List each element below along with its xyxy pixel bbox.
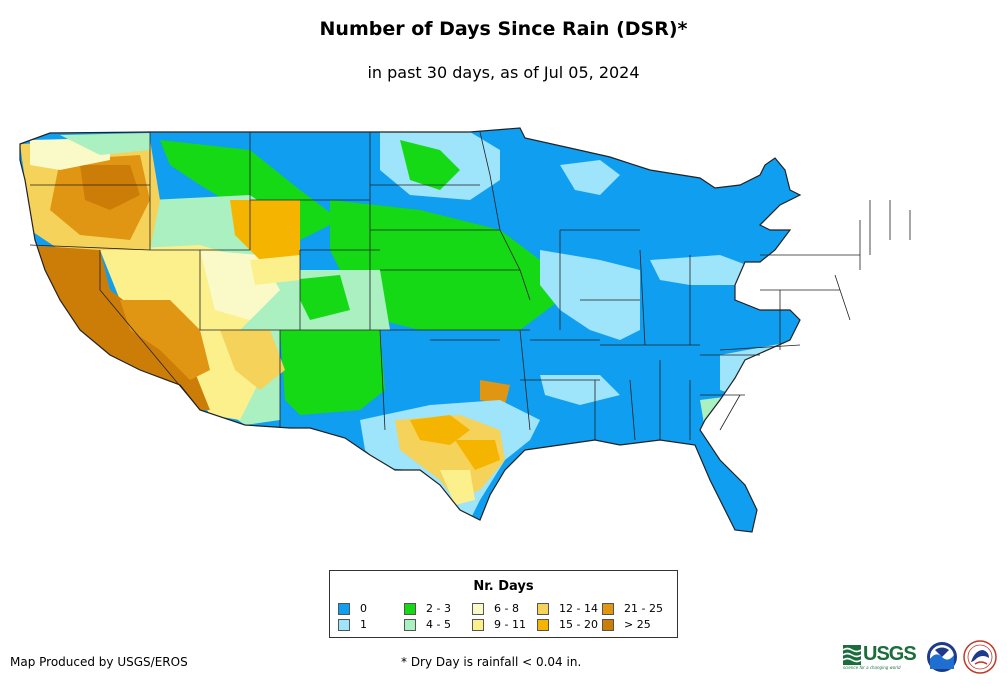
legend-label: 6 - 8	[494, 602, 519, 615]
legend-swatch	[602, 602, 614, 615]
credit-text: Map Produced by USGS/EROS	[10, 655, 188, 669]
region-ny-mint	[830, 195, 900, 225]
legend-swatch	[472, 602, 484, 615]
region-texas-lightyellow	[440, 470, 475, 505]
region-texas-orange-2	[455, 440, 500, 470]
usgs-logo: USGS	[843, 643, 917, 666]
legend-item-4-5: 4 - 5	[404, 618, 451, 631]
legend-label: 4 - 5	[426, 618, 451, 631]
region-arizona-gold	[220, 330, 285, 390]
legend-swatch	[602, 618, 614, 631]
region-oregon-brown	[80, 165, 140, 210]
nws-logo-icon	[963, 640, 997, 674]
region-california-brown	[25, 245, 210, 410]
region-colorado-green	[290, 275, 350, 320]
region-washington-mint	[60, 133, 150, 155]
region-wyoming-orange	[230, 200, 300, 260]
region-georgia-mint	[700, 395, 760, 440]
region-ohio-lightblue	[650, 255, 760, 285]
legend-item-2-3: 2 - 3	[404, 602, 451, 615]
region-illinois-lightblue	[540, 250, 640, 340]
region-arkansas-lightblue	[540, 375, 620, 405]
legend-label: 15 - 20	[559, 618, 598, 631]
legend-item-0: 0	[338, 602, 367, 615]
usgs-tagline: science for a changing world	[843, 665, 901, 670]
region-new-mexico-green	[280, 330, 385, 415]
legend-item-12-14: 12 - 14	[537, 602, 598, 615]
legend-label: > 25	[624, 618, 651, 631]
us-dsr-map	[19, 127, 911, 533]
noaa-logo-icon	[927, 642, 957, 672]
region-texas-orange	[410, 415, 470, 445]
legend-label: 12 - 14	[559, 602, 598, 615]
dsr-raster	[20, 128, 900, 532]
legend-label: 2 - 3	[426, 602, 451, 615]
legend-label: 21 - 25	[624, 602, 663, 615]
legend-label: 0	[360, 602, 367, 615]
legend-item-21-25: 21 - 25	[602, 602, 663, 615]
region-ok-orange	[480, 380, 510, 405]
legend-title: Nr. Days	[473, 579, 534, 594]
legend-swatch	[404, 602, 416, 615]
legend-item-1: 1	[338, 618, 367, 631]
usgs-wave-icon	[843, 644, 861, 665]
legend-item-9-11: 9 - 11	[472, 618, 526, 631]
legend: Nr. Days 0 1 2 - 3 4 - 5 6 - 8 9 - 11 12…	[329, 570, 678, 638]
legend-item-6-8: 6 - 8	[472, 602, 519, 615]
dry-day-note: * Dry Day is rainfall < 0.04 in.	[401, 655, 582, 669]
legend-label: 9 - 11	[494, 618, 526, 631]
legend-swatch	[338, 618, 350, 631]
legend-swatch	[404, 618, 416, 631]
region-pa-lightblue	[780, 255, 800, 285]
legend-swatch	[537, 618, 549, 631]
legend-label: 1	[360, 618, 367, 631]
region-wyoming-yellow	[250, 255, 300, 285]
map-subtitle: in past 30 days, as of Jul 05, 2024	[367, 63, 640, 82]
legend-swatch	[338, 602, 350, 615]
legend-item-gt-25: > 25	[602, 618, 651, 631]
usgs-wordmark: USGS	[863, 643, 917, 665]
region-nevada-orange	[120, 300, 210, 380]
region-dakota-green	[400, 140, 460, 190]
legend-swatch	[537, 602, 549, 615]
region-wisconsin-lightblue	[560, 160, 620, 195]
region-kansas-green	[440, 280, 520, 340]
state-boundaries	[19, 127, 911, 533]
legend-item-15-20: 15 - 20	[537, 618, 598, 631]
region-oklahoma-blue	[380, 330, 540, 380]
map-title: Number of Days Since Rain (DSR)*	[319, 18, 688, 40]
legend-swatch	[472, 618, 484, 631]
region-georgia-green	[730, 400, 752, 430]
